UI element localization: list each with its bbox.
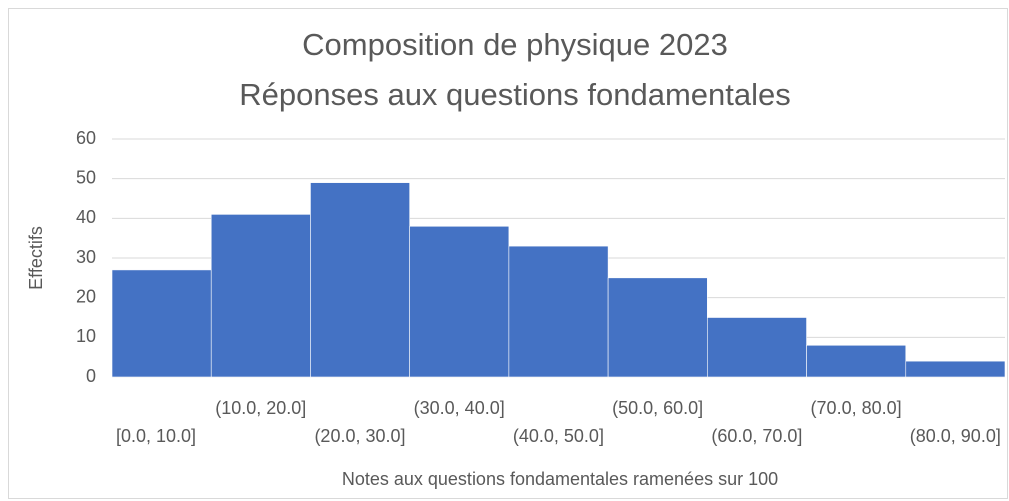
y-tick-label: 10 [76,326,96,346]
x-tick-label: (70.0, 80.0] [811,398,902,418]
bar [111,269,212,378]
y-tick-label: 40 [76,207,96,227]
bar [607,277,708,378]
bar [210,214,311,378]
x-tick-label: [0.0, 10.0] [116,426,196,446]
x-tick-label: (80.0, 90.0] [910,426,1001,446]
bar [508,245,609,378]
x-tick-label: (10.0, 20.0] [215,398,306,418]
y-tick-label: 50 [76,167,96,187]
bar [905,360,1006,378]
y-tick-label: 30 [76,247,96,267]
y-tick-label: 60 [76,128,96,148]
x-tick-label: (20.0, 30.0] [314,426,405,446]
y-axis-label: Effectifs [26,226,46,290]
y-tick-label: 20 [76,286,96,306]
bar [409,225,510,378]
x-tick-label: (40.0, 50.0] [513,426,604,446]
x-tick-label: (30.0, 40.0] [414,398,505,418]
y-tick-label: 0 [86,366,96,386]
x-axis-label: Notes aux questions fondamentales ramené… [342,469,778,489]
x-tick-label: (50.0, 60.0] [612,398,703,418]
chart-title: Composition de physique 2023 [302,27,728,62]
bar [806,344,907,378]
bar [707,317,807,378]
chart-title: Réponses aux questions fondamentales [239,77,790,112]
bar [310,182,410,378]
x-tick-label: (60.0, 70.0] [711,426,802,446]
